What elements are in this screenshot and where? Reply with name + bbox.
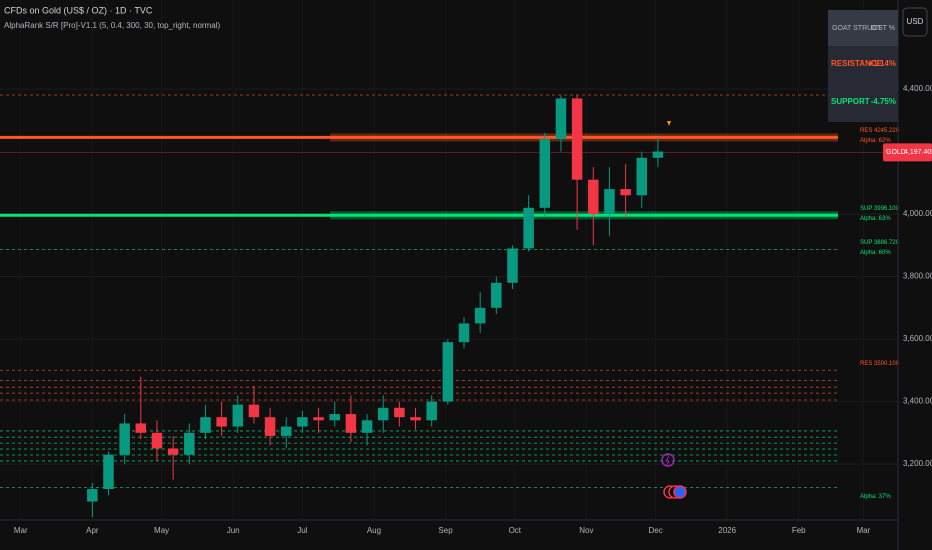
candle-body bbox=[410, 417, 421, 421]
candle-body bbox=[248, 404, 260, 418]
event-icon[interactable] bbox=[673, 485, 687, 499]
x-tick-label: Mar bbox=[14, 526, 28, 535]
x-tick-label: Jun bbox=[227, 526, 240, 535]
candle-body bbox=[571, 98, 583, 180]
table-row-value: -4.75% bbox=[871, 97, 896, 106]
x-tick-label: 2026 bbox=[718, 526, 736, 535]
event-icon[interactable] bbox=[661, 453, 675, 467]
candle-body bbox=[329, 414, 340, 421]
candle-body bbox=[523, 207, 534, 249]
x-tick-label: Feb bbox=[792, 526, 806, 535]
candle-body bbox=[281, 426, 292, 436]
last-price-name: GOLD bbox=[886, 149, 906, 156]
candle-body bbox=[588, 179, 599, 215]
x-tick-label: Jul bbox=[297, 526, 307, 535]
last-price-tag bbox=[883, 143, 932, 162]
candle-body bbox=[103, 454, 114, 490]
candle-body bbox=[539, 139, 551, 208]
event-icons bbox=[661, 453, 687, 499]
level-alpha: Alpha: 60% bbox=[860, 250, 891, 256]
candle-body bbox=[426, 401, 437, 421]
level-label: RES 4245.220 bbox=[860, 128, 900, 134]
table-row-name: SUPPORT bbox=[831, 97, 870, 106]
candle-body bbox=[119, 423, 130, 455]
candle-body bbox=[636, 157, 648, 196]
table-row-value: +1.14% bbox=[869, 59, 896, 68]
level-label: SUP 3886.720 bbox=[860, 240, 900, 246]
candle-body bbox=[652, 151, 664, 158]
last-price-label: 4,197.405 bbox=[904, 149, 932, 156]
candle-body bbox=[555, 98, 567, 140]
table-row-name: RESISTANCE bbox=[831, 59, 883, 68]
x-tick-label: Dec bbox=[648, 526, 662, 535]
candle-body bbox=[232, 404, 244, 427]
candle-body bbox=[184, 432, 195, 455]
x-tick-label: Oct bbox=[509, 526, 522, 535]
currency-label: USD bbox=[907, 17, 924, 26]
x-tick-label: May bbox=[154, 526, 169, 535]
y-tick-label: 3,800.000 bbox=[903, 272, 932, 281]
candle-body bbox=[442, 342, 454, 402]
candle-body bbox=[394, 407, 405, 418]
x-tick-label: Mar bbox=[856, 526, 870, 535]
y-tick-label: 4,000.000 bbox=[903, 209, 932, 218]
signal-marker bbox=[667, 121, 671, 126]
candle-body bbox=[620, 189, 631, 196]
candle-body bbox=[377, 407, 389, 421]
level-alpha: Alpha: 63% bbox=[860, 216, 891, 222]
level-label: RES 3500.100 bbox=[860, 361, 900, 367]
table-header-bg bbox=[828, 10, 898, 46]
candle-body bbox=[345, 414, 357, 433]
chart-title: CFDs on Gold (US$ / OZ) · 1D · TVC bbox=[4, 5, 153, 15]
y-tick-label: 3,200.000 bbox=[903, 459, 932, 468]
currency-button[interactable] bbox=[902, 7, 928, 37]
candle-body bbox=[361, 420, 373, 433]
candle-body bbox=[458, 323, 470, 343]
y-tick-label: 3,600.000 bbox=[903, 334, 932, 343]
candles bbox=[87, 95, 664, 518]
x-tick-label: Apr bbox=[86, 526, 99, 535]
candle-body bbox=[87, 489, 98, 502]
indicator-title: AlphaRank S/R [Pro]-V1.1 (5, 0.4, 300, 3… bbox=[4, 21, 220, 30]
candle-body bbox=[474, 307, 486, 324]
candle-body bbox=[135, 423, 147, 433]
level-alpha: Alpha: 62% bbox=[860, 138, 891, 144]
candle-body bbox=[264, 417, 276, 436]
axes: 3,200.000 3,400.000 3,600.000 3,800.000 4,00… bbox=[14, 84, 932, 535]
y-tick-label: 3,400.000 bbox=[903, 397, 932, 406]
event-glyph bbox=[665, 455, 670, 466]
candle-body bbox=[313, 417, 324, 421]
x-tick-label: Nov bbox=[579, 526, 593, 535]
x-tick-label: Aug bbox=[367, 526, 381, 535]
table-header: GOAT STRUCT bbox=[832, 25, 882, 32]
candle-body bbox=[491, 282, 502, 308]
level-alpha: Alpha: 37% bbox=[860, 494, 891, 500]
x-tick-label: Sep bbox=[438, 526, 453, 535]
candle-body bbox=[507, 248, 518, 283]
candle-body bbox=[216, 417, 227, 427]
table-header: DIST % bbox=[871, 25, 895, 32]
candle-body bbox=[167, 448, 179, 455]
y-tick-label: 4,400.000 bbox=[903, 84, 932, 93]
candle-body bbox=[151, 432, 163, 449]
candle-body bbox=[200, 417, 211, 433]
candle-body bbox=[297, 417, 308, 427]
candle-body bbox=[604, 189, 615, 215]
level-label: SUP 3996.100 bbox=[860, 206, 900, 212]
